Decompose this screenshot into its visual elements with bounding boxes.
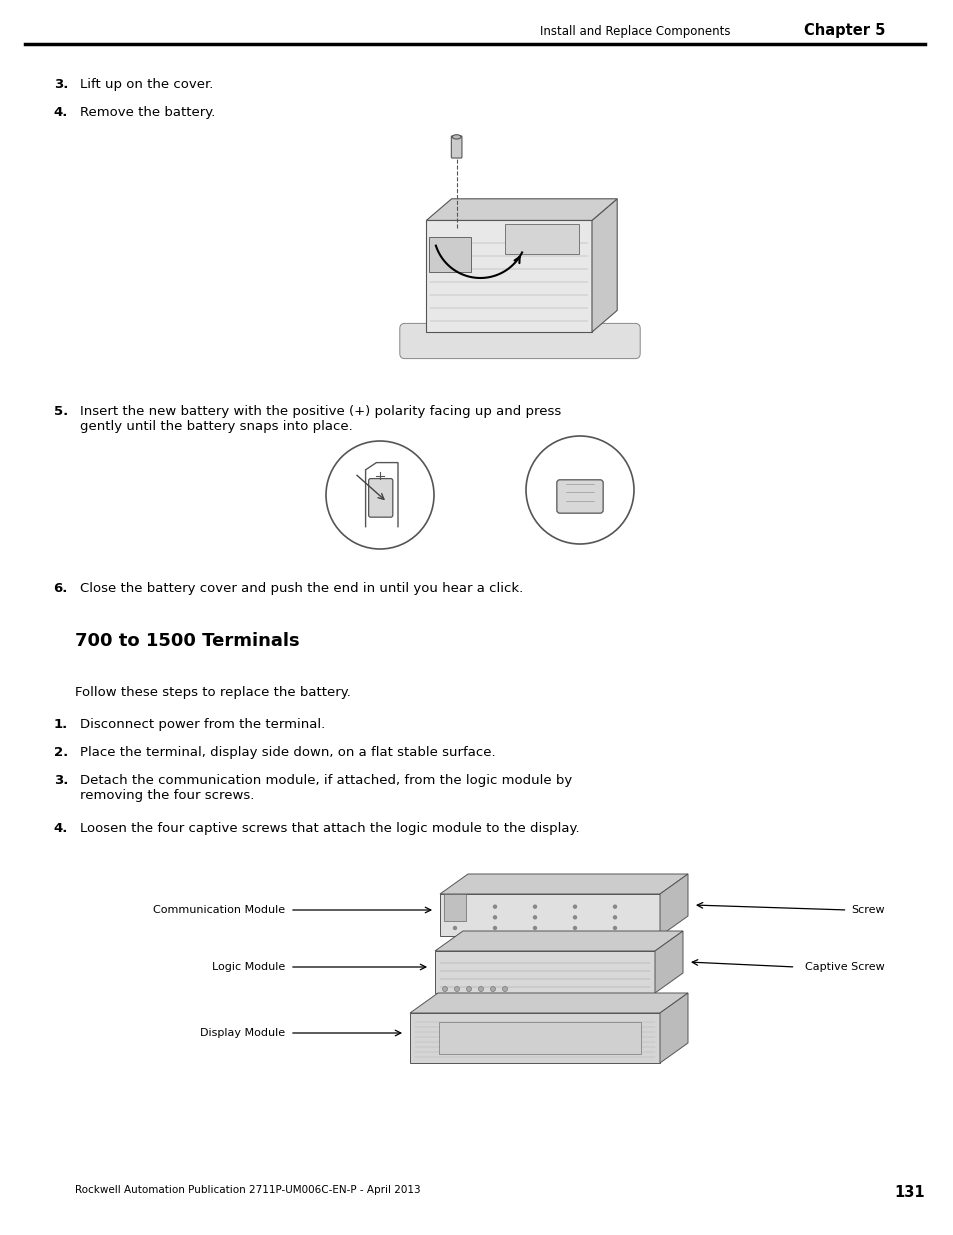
Polygon shape — [439, 874, 687, 894]
Text: 5.: 5. — [53, 405, 68, 417]
Text: Loosen the four captive screws that attach the logic module to the display.: Loosen the four captive screws that atta… — [80, 823, 579, 835]
Text: Follow these steps to replace the battery.: Follow these steps to replace the batter… — [75, 685, 351, 699]
Circle shape — [533, 926, 536, 930]
Text: Logic Module: Logic Module — [212, 962, 285, 972]
Text: Chapter 5: Chapter 5 — [802, 23, 884, 38]
Text: Rockwell Automation Publication 2711P-UM006C-EN-P - April 2013: Rockwell Automation Publication 2711P-UM… — [75, 1186, 420, 1195]
Text: Detach the communication module, if attached, from the logic module by
removing : Detach the communication module, if atta… — [80, 774, 572, 802]
Text: Display Module: Display Module — [200, 1028, 285, 1037]
FancyBboxPatch shape — [504, 225, 578, 254]
Circle shape — [453, 926, 456, 930]
Circle shape — [493, 905, 496, 908]
FancyBboxPatch shape — [368, 479, 393, 517]
Text: 6.: 6. — [53, 582, 68, 595]
Polygon shape — [426, 220, 592, 332]
Polygon shape — [435, 931, 682, 951]
Circle shape — [502, 987, 507, 992]
Text: Install and Replace Components: Install and Replace Components — [539, 25, 729, 38]
Text: Screw: Screw — [850, 905, 884, 915]
Circle shape — [573, 905, 576, 908]
Circle shape — [533, 916, 536, 919]
Text: 700 to 1500 Terminals: 700 to 1500 Terminals — [75, 632, 299, 650]
Text: Insert the new battery with the positive (+) polarity facing up and press
gently: Insert the new battery with the positive… — [80, 405, 560, 433]
Text: Close the battery cover and push the end in until you hear a click.: Close the battery cover and push the end… — [80, 582, 522, 595]
Text: Lift up on the cover.: Lift up on the cover. — [80, 78, 213, 91]
Text: 4.: 4. — [53, 106, 68, 119]
Circle shape — [326, 441, 434, 550]
Polygon shape — [410, 993, 687, 1013]
Text: Communication Module: Communication Module — [152, 905, 285, 915]
FancyBboxPatch shape — [557, 480, 602, 514]
Text: 131: 131 — [894, 1186, 924, 1200]
Circle shape — [533, 905, 536, 908]
Ellipse shape — [452, 135, 460, 140]
Circle shape — [613, 905, 616, 908]
Circle shape — [493, 926, 496, 930]
Polygon shape — [655, 931, 682, 993]
Text: 1.: 1. — [53, 718, 68, 731]
Circle shape — [573, 926, 576, 930]
Circle shape — [453, 905, 456, 908]
Text: Captive Screw: Captive Screw — [804, 962, 884, 972]
Circle shape — [454, 987, 459, 992]
Polygon shape — [659, 874, 687, 936]
Circle shape — [490, 987, 495, 992]
Text: 3.: 3. — [53, 774, 68, 787]
Circle shape — [442, 987, 447, 992]
FancyBboxPatch shape — [451, 136, 461, 158]
Text: Place the terminal, display side down, on a flat stable surface.: Place the terminal, display side down, o… — [80, 746, 496, 760]
FancyBboxPatch shape — [443, 894, 465, 921]
Circle shape — [453, 916, 456, 919]
Circle shape — [573, 916, 576, 919]
Text: 2.: 2. — [53, 746, 68, 760]
Polygon shape — [426, 199, 617, 220]
Polygon shape — [410, 1013, 659, 1063]
Circle shape — [613, 926, 616, 930]
Text: Disconnect power from the terminal.: Disconnect power from the terminal. — [80, 718, 325, 731]
Text: Remove the battery.: Remove the battery. — [80, 106, 215, 119]
Text: 3.: 3. — [53, 78, 68, 91]
Polygon shape — [592, 199, 617, 332]
Text: 4.: 4. — [53, 823, 68, 835]
Polygon shape — [435, 951, 655, 993]
Polygon shape — [659, 993, 687, 1063]
Circle shape — [466, 987, 471, 992]
Circle shape — [613, 916, 616, 919]
FancyBboxPatch shape — [429, 237, 470, 272]
FancyBboxPatch shape — [438, 1023, 640, 1053]
FancyBboxPatch shape — [399, 324, 639, 358]
Polygon shape — [439, 894, 659, 936]
Circle shape — [525, 436, 634, 543]
Circle shape — [478, 987, 483, 992]
Circle shape — [493, 916, 496, 919]
